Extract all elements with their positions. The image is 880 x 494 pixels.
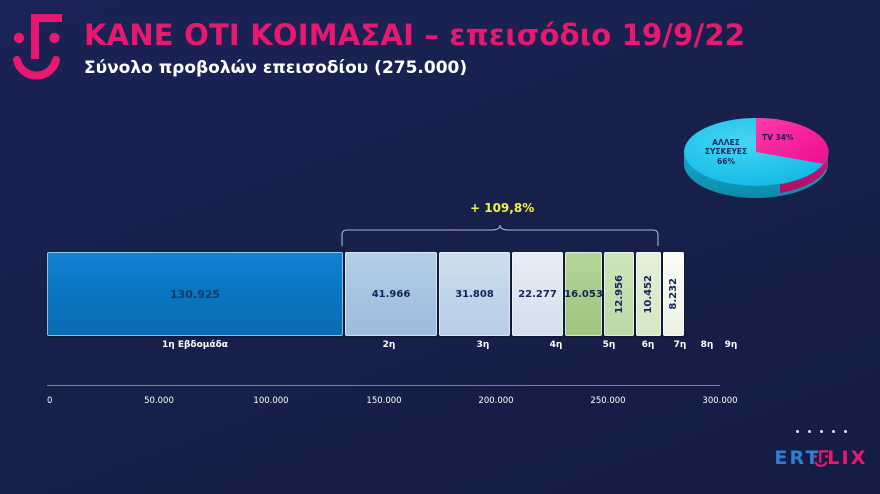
week-label-9: 9η: [724, 340, 738, 350]
bar-value-week3: 31.808: [455, 288, 494, 300]
axis-tick-300000: 300.000: [702, 396, 738, 406]
footer-brand-lix: LIX: [827, 447, 868, 469]
bar-value-week5: 16.053: [564, 288, 603, 300]
stacked-bar-chart: 130.925 41.966 31.808 22.277 16.053 12.9…: [47, 252, 684, 336]
footer-brand-wordmark: ERT.LIX: [768, 447, 874, 469]
bar-value-week1: 130.925: [169, 287, 221, 301]
bar-segment-week7[interactable]: 10.452: [636, 252, 661, 336]
week-label-2: 2η: [382, 340, 396, 350]
pie-slice-label-other-devices: ΑΛΛΕΣ ΣΥΣΚΕΥΕΣ 66%: [690, 138, 762, 166]
pie-other-line2: ΣΥΣΚΕΥΕΣ: [704, 147, 748, 157]
bar-value-week7: 10.452: [643, 274, 654, 314]
pie-other-line3: 66%: [717, 156, 735, 166]
week-label-4: 4η: [549, 340, 563, 350]
bar-value-week4: 22.277: [518, 288, 557, 300]
bar-segment-week1[interactable]: 130.925: [47, 252, 343, 336]
week-label-6: 6η: [641, 340, 655, 350]
pie-other-line1: ΑΛΛΕΣ: [712, 138, 740, 147]
footer-dot-1: [795, 430, 799, 433]
bar-segment-week5[interactable]: 16.053: [564, 252, 603, 336]
axis-tick-0: 0: [47, 396, 53, 406]
bar-value-week8: 8.232: [668, 278, 679, 310]
ertflix-footer-logo: ERT.LIX: [768, 430, 874, 482]
axis-tick-150000: 150.000: [366, 396, 402, 406]
footer-dot-2: [807, 430, 811, 433]
bar-value-week2: 41.966: [371, 288, 411, 300]
footer-dots-decoration: [768, 430, 874, 433]
week-label-3: 3η: [476, 340, 490, 350]
bar-segment-week2[interactable]: 41.966: [345, 252, 437, 336]
bar-segment-week8[interactable]: 8.232: [663, 252, 684, 336]
week-label-5: 5η: [602, 340, 616, 350]
page-subtitle: Σύνολο προβολών επεισοδίου (275.000): [84, 58, 468, 78]
ertflix-smiley-icon-small: [813, 449, 832, 469]
scale-axis-line: [47, 385, 720, 386]
device-share-pie-chart: TV 34% ΑΛΛΕΣ ΣΥΣΚΕΥΕΣ 66%: [676, 104, 836, 204]
curly-brace-bracket-icon: [341, 224, 659, 246]
week-label-8: 8η: [700, 340, 714, 350]
footer-dot-5: [843, 430, 847, 433]
bar-value-week6: 12.956: [613, 274, 625, 314]
axis-tick-250000: 250.000: [590, 396, 626, 406]
ertflix-smiley-icon: [8, 8, 76, 84]
bar-segment-week3[interactable]: 31.808: [439, 252, 510, 336]
footer-brand-ert: ERT: [774, 447, 818, 469]
footer-dot-3: [819, 430, 823, 433]
axis-tick-50000: 50.000: [144, 396, 174, 406]
pie-slice-label-tv: TV 34%: [762, 133, 794, 142]
bar-segment-week6[interactable]: 12.956: [604, 252, 634, 336]
axis-tick-200000: 200.000: [478, 396, 514, 406]
week-label-7: 7η: [673, 340, 687, 350]
week-label-1: 1η Εβδομάδα: [162, 340, 228, 350]
footer-dot-4: [831, 430, 835, 433]
bar-segment-week4[interactable]: 22.277: [512, 252, 563, 336]
axis-tick-100000: 100.000: [253, 396, 289, 406]
growth-annotation-label: + 109,8%: [470, 201, 535, 215]
page-title: ΚΑΝΕ ΟΤΙ ΚΟΙΜΑΣΑΙ – επεισόδιο 19/9/22: [84, 18, 746, 52]
